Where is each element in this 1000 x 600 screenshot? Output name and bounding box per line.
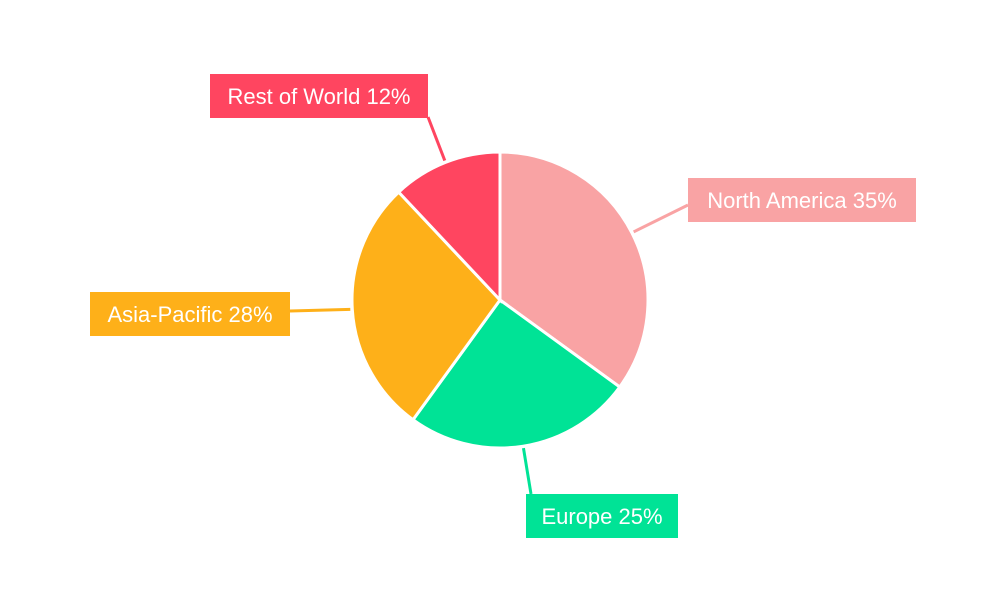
data-label-box [526,494,678,538]
label-connector [521,447,533,495]
data-label: North America 35% [707,188,897,213]
data-label: Asia-Pacific 28% [107,302,272,327]
data-label-box [90,292,290,336]
label-connector [289,307,351,313]
label-connector [632,203,689,234]
pie-slice-north-america[interactable] [498,150,650,390]
data-label-box [688,178,916,222]
pie-slice-asia-pacific[interactable] [350,189,502,422]
pie-slice-europe[interactable] [410,297,622,450]
data-label: Rest of World 12% [227,84,410,109]
label-connector [426,116,447,162]
data-label: Europe 25% [541,504,662,529]
pie-slice-rest-of-world[interactable] [396,150,502,304]
data-label-box [210,74,428,118]
